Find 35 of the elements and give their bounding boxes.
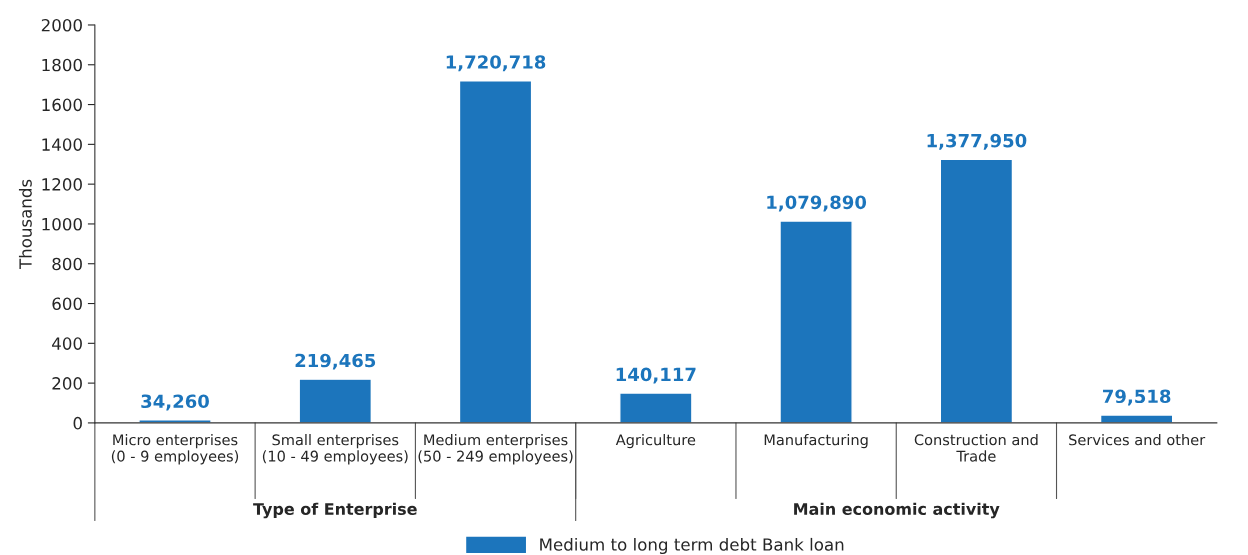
annotation: 34,260: [141, 394, 209, 411]
bar: [458, 79, 533, 423]
annotation: 1,377,950: [927, 133, 1027, 150]
bar: [779, 220, 853, 423]
annotation: 140,117: [616, 367, 696, 384]
text: Main economic activity: [794, 502, 1000, 519]
x-tick-label: Small enterprises (10 - 49 employees): [262, 434, 408, 465]
y-tick-label: 2000: [41, 18, 82, 32]
x-tick-label: Construction and Trade: [914, 434, 1038, 462]
legend-label: Medium to long term debt Bank loan: [540, 537, 844, 555]
y-tick-label: 200: [52, 377, 82, 390]
y-tick-label: 0: [73, 416, 82, 430]
x-tick-label: Manufacturing: [764, 434, 868, 449]
annotation: 219,465: [295, 353, 376, 370]
annotation: 1,079,890: [767, 195, 867, 212]
text: Type of Enterprise: [253, 502, 417, 519]
y-tick-label: 1600: [42, 98, 82, 112]
x-tick-label: Micro enterprises (0 - 9 employees): [111, 434, 239, 465]
y-tick-label: 1200: [42, 178, 82, 191]
y-axis-title: Thousands: [18, 179, 32, 270]
annotation: 1,720,718: [446, 55, 546, 72]
y-tick-label: 1800: [42, 58, 82, 72]
y-tick-label: 400: [52, 337, 82, 350]
annotation: 79,518: [1103, 389, 1171, 406]
x-tick-label: Services and other: [1069, 434, 1206, 446]
y-tick-label: 1000: [42, 217, 82, 231]
bar: [298, 378, 373, 423]
x-tick-label: Medium enterprises (50 - 249 employees): [418, 434, 573, 465]
y-tick-label: 1400: [42, 138, 82, 151]
y-tick-label: 800: [52, 257, 82, 271]
x-tick-label: Agriculture: [615, 434, 696, 449]
bar: [619, 392, 693, 423]
bar: [939, 158, 1014, 423]
y-tick-label: 600: [52, 297, 82, 311]
bar: [1099, 414, 1174, 423]
